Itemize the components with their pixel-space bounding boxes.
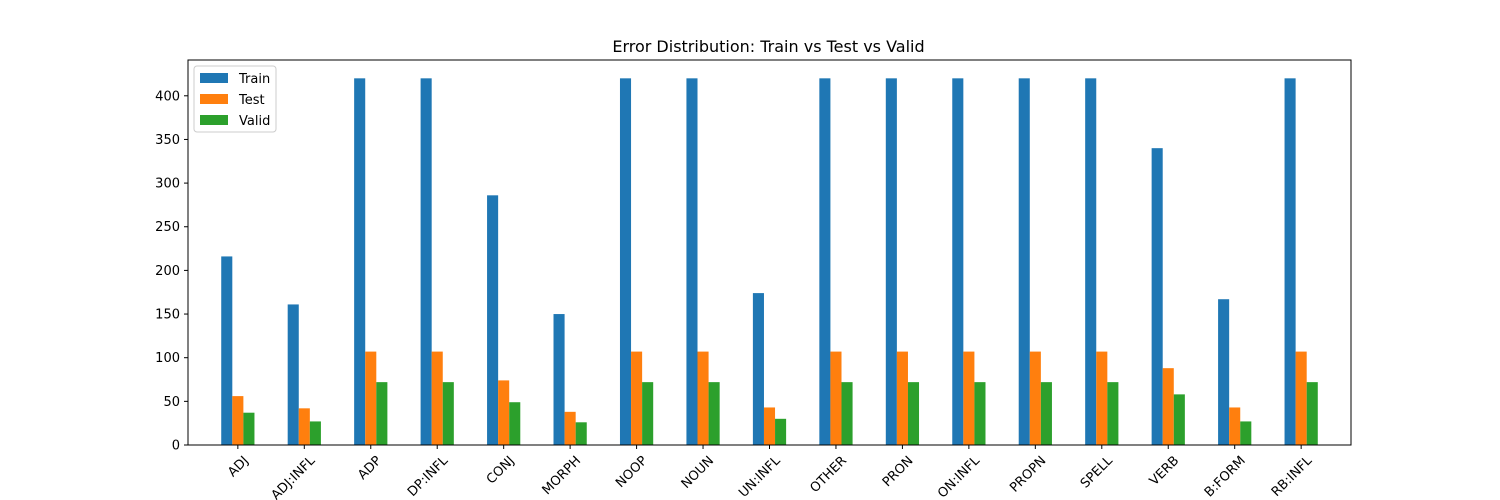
bar-train-morph [553,314,565,445]
bar-valid-propn [1040,382,1052,445]
x-axis: ADJ ADJ:INFL ADP DP:INFL CONJ MORPH NOOP NOUN UN… [225,445,1316,500]
x-tick-label: ADJ:INFL [269,453,319,500]
bar-test-verb [1162,368,1174,445]
bar-valid-noop [642,382,654,445]
bar-test-other [830,351,842,445]
bar-test-adp [365,351,377,445]
bar-train-pron [885,78,897,445]
y-axis: 0 50 100 150 200 250 300 350 400 [155,89,188,454]
legend-swatch-valid [200,115,228,125]
y-tick-label: 400 [155,89,180,104]
x-tick-label: SPELL [1078,453,1117,492]
bar-train-adj-infl [287,304,299,445]
bar-test-adp-infl [431,351,443,445]
bar-valid-verb-infl [1306,382,1318,445]
bar-test-propn [1029,351,1041,445]
bar-test-noop [631,351,643,445]
legend-label-train: Train [238,72,270,87]
bar-train-noop [619,78,632,445]
x-tick-label: MORPH [540,453,585,498]
bar-valid-noun [708,382,720,445]
y-tick-label: 50 [163,395,180,410]
x-tick-label: ON:INFL [935,453,983,500]
bar-valid-verb-form [1240,421,1252,445]
bar-valid-spell [1107,382,1119,445]
legend: Train Test Valid [193,65,277,133]
x-tick-label: B:FORM [1202,453,1249,500]
bar-train-verb-form [1218,299,1230,445]
x-tick-label: DP:INFL [405,453,452,500]
bar-test-noun-infl [763,407,776,445]
y-tick-label: 150 [155,308,180,323]
legend-swatch-test [200,94,228,104]
bar-valid-adp [376,382,388,445]
y-tick-label: 250 [155,220,180,235]
bar-valid-noun-infl [775,418,787,445]
x-tick-label: CONJ [484,453,518,487]
bar-train-verb [1151,148,1163,445]
bar-test-morph [564,411,576,445]
bar-train-adp [354,78,366,445]
bar-valid-conj [509,402,521,445]
x-tick-label: OTHER [807,453,850,496]
bar-test-verb-infl [1295,351,1307,445]
bar-valid-adj [243,412,255,445]
bar-train-noun-infl [752,293,764,445]
chart-title: Error Distribution: Train vs Test vs Val… [612,37,924,56]
bar-test-noun [697,351,709,445]
bar-valid-pron-infl [974,382,986,445]
x-tick-label: VERB [1147,453,1182,488]
bar-train-adp-infl [420,78,432,445]
legend-label-valid: Valid [239,114,270,129]
bar-valid-adp-infl [442,382,454,445]
bar-train-adj [221,256,233,445]
bar-train-spell [1085,78,1097,445]
plot-frame [187,59,1352,446]
bar-valid-morph [575,422,587,445]
bar-valid-other [841,382,853,445]
bar-test-adj-infl [298,408,310,445]
bar-test-conj [498,380,510,445]
x-tick-label: ADP [355,453,385,483]
bar-train-other [819,78,831,445]
bar-valid-pron [907,382,920,445]
x-tick-label: PRON [880,453,917,490]
y-tick-label: 0 [172,439,180,454]
y-tick-label: 100 [155,351,180,366]
bar-test-adj [232,396,244,445]
legend-label-test: Test [238,93,265,108]
bar-train-pron-infl [952,78,964,445]
x-tick-label: RB:INFL [1269,453,1316,500]
bar-test-spell [1096,351,1108,445]
bar-test-pron [896,351,908,445]
legend-swatch-train [200,73,228,83]
x-tick-label: ADJ [225,453,252,480]
y-tick-label: 300 [155,177,180,192]
y-tick-label: 200 [155,264,180,279]
x-tick-label: NOOP [613,453,651,491]
y-tick-label: 350 [155,133,180,148]
bar-test-pron-infl [963,351,975,445]
bar-train-verb-infl [1284,78,1296,445]
bar-train-propn [1018,78,1030,445]
x-tick-label: NOUN [679,453,717,491]
bars-group [221,78,1318,445]
x-tick-label: UN:INFL [736,453,784,500]
bar-train-noun [686,78,698,445]
bar-train-conj [487,195,499,445]
bar-test-verb-form [1229,407,1241,445]
bar-valid-adj-infl [309,421,321,445]
bar-valid-verb [1173,394,1185,445]
x-tick-label: PROPN [1007,453,1049,495]
